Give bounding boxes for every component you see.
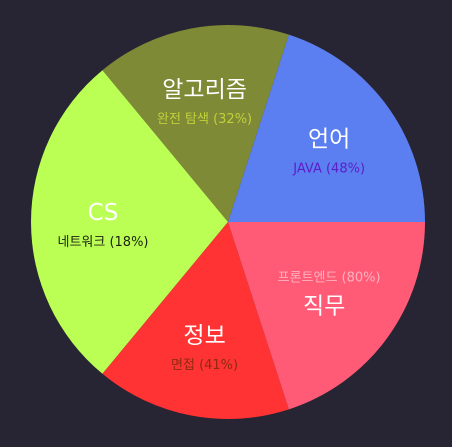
slice-sublabel: 네트워크 (18%) bbox=[57, 235, 148, 250]
slice-sublabel: JAVA (48%) bbox=[292, 162, 365, 177]
pie-slice[interactable] bbox=[102, 222, 289, 419]
pie-slice[interactable] bbox=[228, 222, 425, 410]
pie-slice[interactable] bbox=[30, 70, 229, 374]
pie-slice[interactable] bbox=[228, 34, 425, 223]
slice-sublabel: 프론트엔드 (80%) bbox=[278, 270, 381, 285]
slice-sublabel: 면접 (41%) bbox=[171, 358, 238, 373]
slice-label: 알고리즘 bbox=[162, 77, 247, 103]
slice-label: CS bbox=[88, 200, 119, 226]
pie-slice[interactable] bbox=[102, 25, 289, 222]
pie-slices bbox=[30, 25, 425, 419]
slice-label: 정보 bbox=[183, 323, 225, 349]
slice-label: 언어 bbox=[308, 127, 350, 153]
slice-sublabel: 완전 탐색 (32%) bbox=[157, 112, 252, 127]
slice-label: 직무 bbox=[303, 293, 345, 319]
